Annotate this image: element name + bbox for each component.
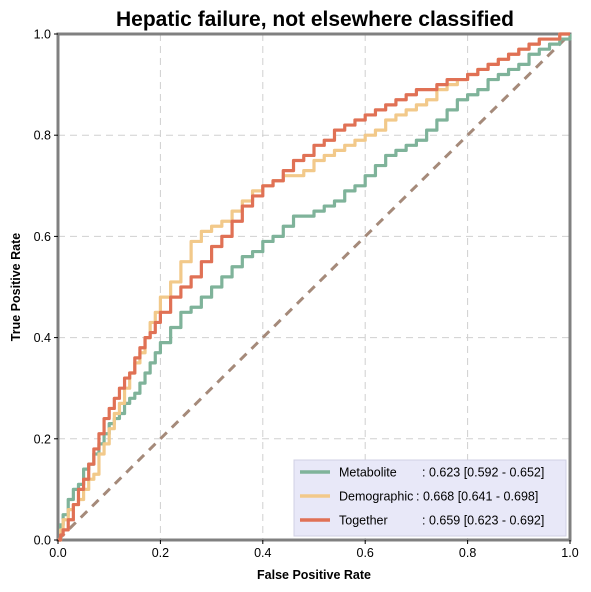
series-layer [58, 32, 572, 542]
x-tick-label: 1.0 [561, 546, 578, 560]
legend-series-name: Together [339, 514, 388, 528]
chart-title: Hepatic failure, not elsewhere classifie… [116, 8, 514, 31]
x-axis-ticks: 0.0 0.2 0.4 0.6 0.8 1.0 [49, 540, 579, 560]
legend-series-stat: : 0.659 [0.623 - 0.692] [422, 514, 544, 528]
legend-series-stat: : 0.623 [0.592 - 0.652] [422, 466, 544, 480]
y-tick-label: 0.0 [34, 534, 51, 548]
y-tick-label: 0.4 [34, 331, 51, 345]
legend-box [293, 459, 567, 537]
series-line-together [58, 32, 570, 542]
legend-series-stat: : 0.668 [0.641 - 0.698] [416, 490, 538, 504]
y-tick-label: 0.2 [34, 432, 51, 446]
y-tick-label: 0.6 [34, 230, 51, 244]
x-tick-label: 0.2 [152, 546, 169, 560]
chance-diagonal [56, 32, 572, 542]
plot-area [56, 32, 572, 542]
x-tick-label: 0.8 [459, 546, 476, 560]
x-axis-label: False Positive Rate [257, 568, 371, 582]
y-tick-label: 0.8 [34, 129, 51, 143]
legend: Metabolite : 0.623 [0.592 - 0.652] Demogra… [293, 459, 567, 537]
legend-series-name: Demographic [339, 490, 413, 504]
x-tick-label: 0.0 [49, 546, 66, 560]
y-tick-label: 1.0 [34, 28, 51, 42]
y-axis-label: True Positive Rate [9, 233, 23, 341]
x-tick-label: 0.6 [357, 546, 374, 560]
y-axis-ticks: 0.0 0.2 0.4 0.6 0.8 1.0 [34, 28, 58, 548]
legend-series-name: Metabolite [339, 466, 397, 480]
x-tick-label: 0.4 [254, 546, 271, 560]
